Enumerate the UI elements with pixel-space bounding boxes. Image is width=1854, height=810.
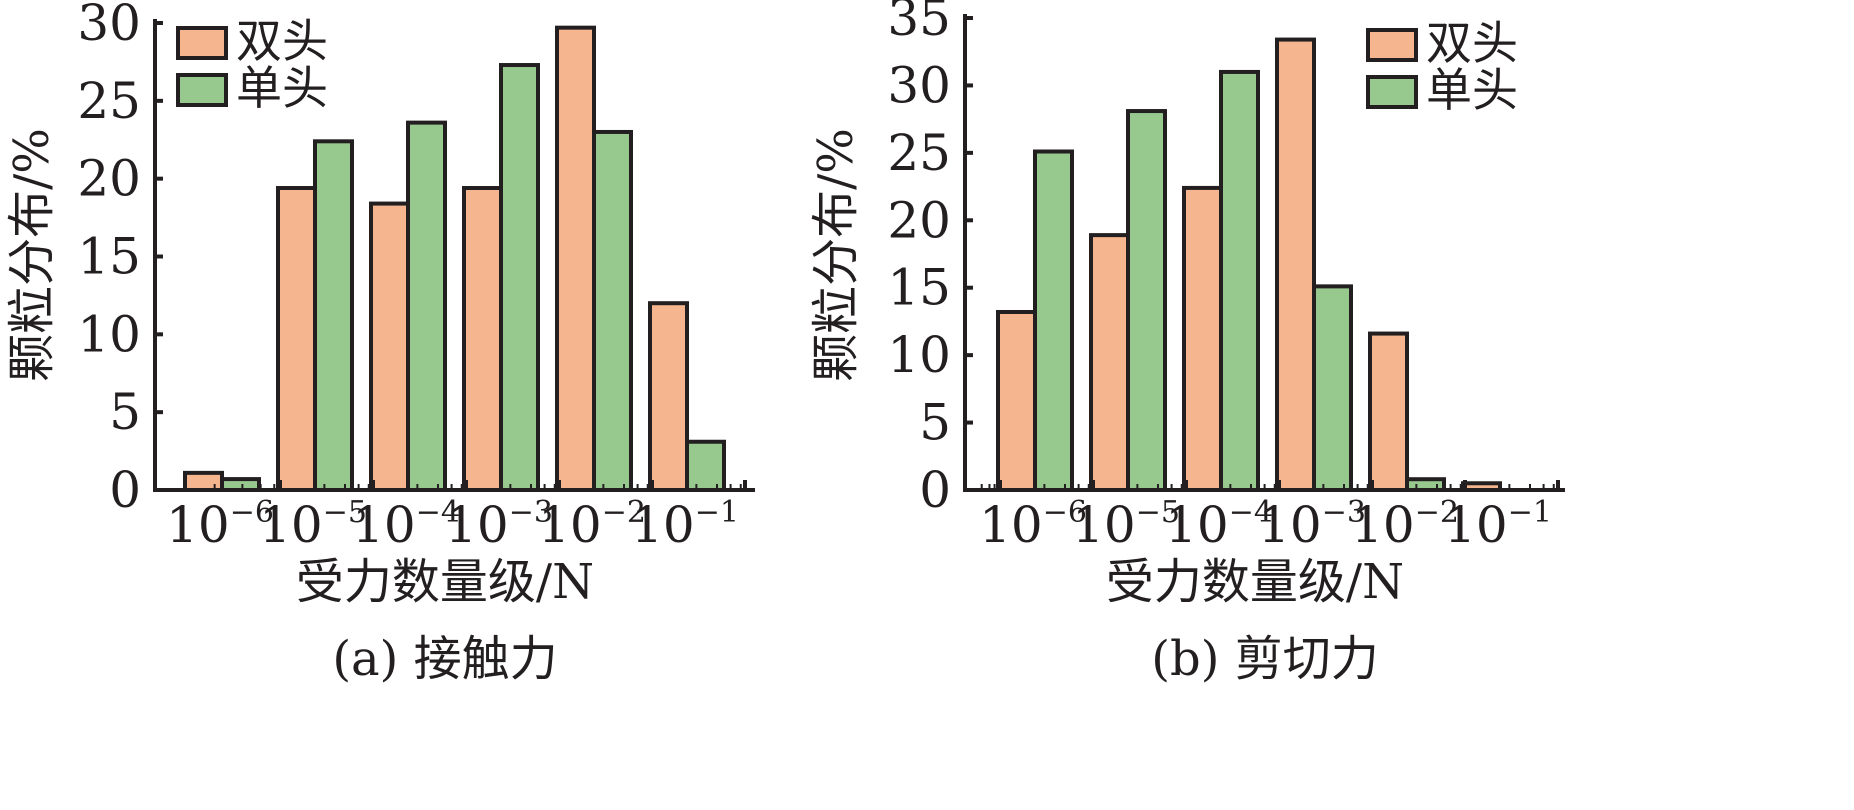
- y-tick-label: 5: [109, 383, 141, 441]
- bar-double-5: [648, 301, 689, 493]
- x-tick-label: 10−1: [631, 495, 739, 554]
- bar-double-3: [1275, 37, 1316, 492]
- bar-single-1: [313, 139, 354, 492]
- bar-double-2: [369, 201, 410, 492]
- x-tick-label: 10−5: [1072, 495, 1180, 554]
- bar-double-4: [555, 25, 596, 492]
- panel-caption: (a) 接触力: [332, 631, 557, 687]
- panel-a-contact-force: 0 5 10 15 20 25 30 10−610−510−410−310−210−1 受力数量…: [4, 0, 755, 687]
- y-tick-label: 15: [887, 259, 951, 317]
- y-tick-label: 10: [887, 326, 951, 384]
- x-tick-label: 10−2: [538, 495, 646, 554]
- bar-double-4: [1368, 331, 1409, 492]
- y-axis-title: 颗粒分布/%: [808, 128, 864, 382]
- bar-double-1: [1089, 233, 1130, 492]
- bar-single-3: [499, 63, 540, 492]
- x-tick-label: 10−6: [166, 495, 274, 554]
- legend-swatch-double: [176, 26, 228, 60]
- bar-single-5: [685, 439, 726, 493]
- bar-single-3: [1312, 284, 1353, 493]
- y-tick-label: 20: [77, 150, 141, 208]
- y-axis-title: 颗粒分布/%: [4, 128, 60, 382]
- y-tick-label: 25: [77, 72, 141, 130]
- bar-double-0: [183, 470, 224, 493]
- legend-swatch-single: [176, 73, 228, 107]
- bar-double-0: [996, 309, 1037, 493]
- bar-double-1: [276, 186, 317, 493]
- y-tick-label: 35: [887, 0, 951, 47]
- x-tick-label: 10−1: [1444, 495, 1552, 554]
- y-tick-label: 0: [919, 461, 951, 519]
- bar-single-1: [1126, 109, 1167, 493]
- y-tick-label: 5: [919, 394, 951, 452]
- y-tick-label: 30: [887, 56, 951, 114]
- bar-single-2: [1219, 69, 1260, 492]
- bar-double-2: [1182, 185, 1223, 492]
- x-tick-label: 10−4: [1165, 495, 1273, 554]
- bar-single-2: [406, 120, 447, 492]
- y-tick-label: 25: [887, 124, 951, 182]
- x-tick-label: 10−3: [445, 495, 553, 554]
- x-tick-label: 10−2: [1351, 495, 1459, 554]
- bar-double-3: [462, 186, 503, 493]
- y-tick-label: 15: [77, 228, 141, 286]
- legend-label-single: 单头: [1426, 63, 1518, 117]
- legend-swatch-double: [1366, 28, 1418, 62]
- panel-b-shear-force: 0 5 10 15 20 25 30 35 10−610−510−410−310−210−1 受力…: [808, 0, 1565, 687]
- y-tick-label: 0: [109, 461, 141, 519]
- legend-label-double: 双头: [1426, 16, 1518, 70]
- legend-label-single: 单头: [236, 61, 328, 115]
- y-tick-label: 30: [77, 0, 141, 52]
- legend-label-double: 双头: [236, 14, 328, 68]
- y-tick-label: 20: [887, 191, 951, 249]
- x-tick-label: 10−4: [352, 495, 460, 554]
- x-tick-label: 10−3: [1258, 495, 1366, 554]
- x-tick-label: 10−6: [979, 495, 1087, 554]
- x-tick-label: 10−5: [259, 495, 367, 554]
- bar-single-4: [592, 129, 633, 492]
- y-tick-label: 10: [77, 305, 141, 363]
- legend-swatch-single: [1366, 75, 1418, 109]
- x-axis-title: 受力数量级/N: [1106, 554, 1404, 610]
- panel-caption: (b) 剪切力: [1151, 631, 1378, 687]
- x-axis-title: 受力数量级/N: [296, 554, 594, 610]
- bar-single-0: [1033, 149, 1074, 492]
